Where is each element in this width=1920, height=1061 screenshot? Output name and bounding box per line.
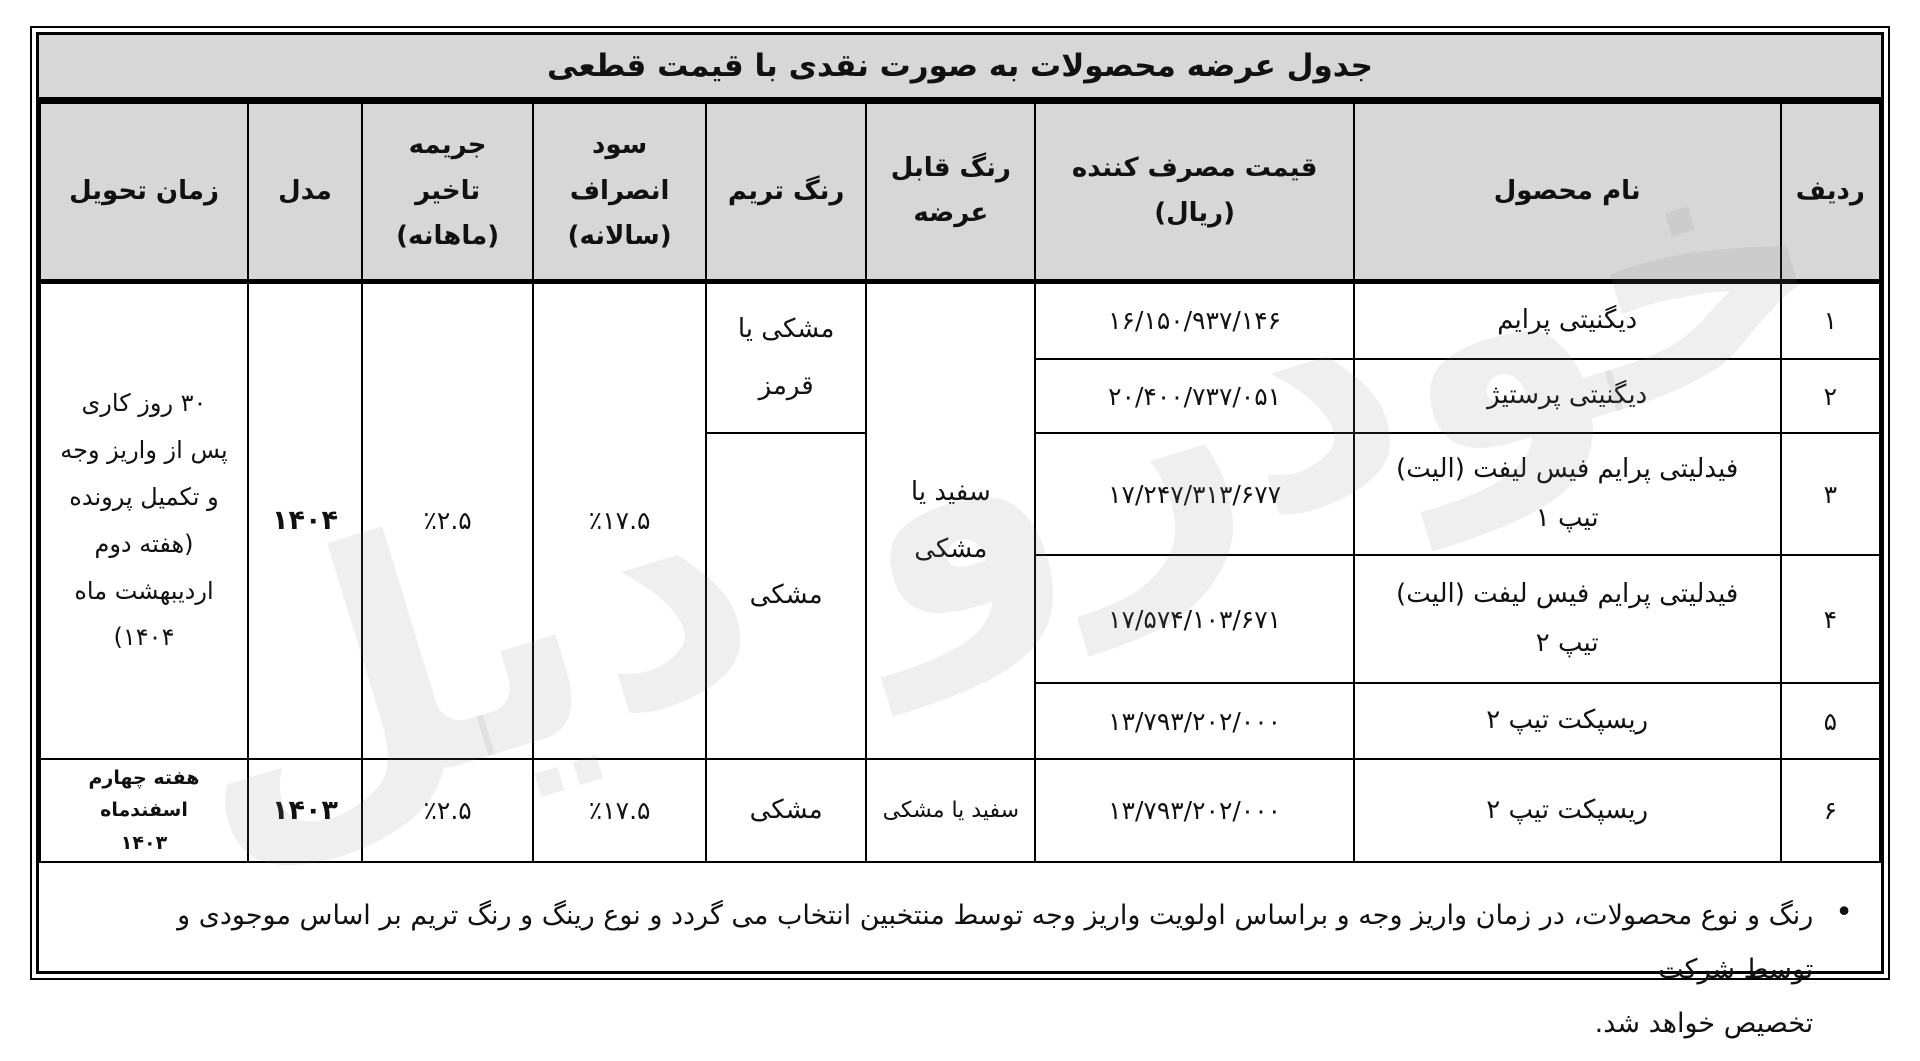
- column-header-delivery-time: زمان تحویل: [39, 102, 249, 284]
- table-row: ۳ فیدلیتی پرایم فیس لیفت (الیت) تیپ ۱ ۱۷…: [40, 432, 1882, 760]
- table-inner-frame: جدول عرضه محصولات به صورت نقدی با قیمت ق…: [36, 32, 1884, 1039]
- table-title: جدول عرضه محصولات به صورت نقدی با قیمت ق…: [39, 35, 1881, 102]
- consumer-price: ۱۳/۷۹۳/۲۰۲/۰۰۰: [1034, 758, 1355, 863]
- delivery-time: هفته چهارم اسفندماه ۱۴۰۳: [39, 758, 249, 863]
- product-name: دیگنیتی پرستیژ: [1352, 358, 1782, 434]
- column-header-cancellation-interest: سود انصراف (سالانه): [532, 102, 708, 284]
- row-number: ۱: [1779, 280, 1882, 360]
- trim-color-merged-rows-3-5: مشکی: [705, 432, 868, 760]
- model: ۱۴۰۳: [246, 758, 364, 863]
- table-outer-frame: جدول عرضه محصولات به صورت نقدی با قیمت ق…: [30, 26, 1890, 1039]
- product-name: ریسپکت تیپ ۲: [1352, 682, 1782, 760]
- bullet-icon: •: [1835, 894, 1853, 930]
- row-number: ۴: [1779, 554, 1882, 684]
- available-color: سفید یا مشکی: [865, 758, 1037, 863]
- table-row: ۵ ریسپکت تیپ ۲ ۱۳/۷۹۳/۲۰۲/۰۰۰: [40, 682, 1882, 760]
- consumer-price: ۱۶/۱۵۰/۹۳۷/۱۴۶: [1034, 280, 1355, 360]
- table-row: ۶ ریسپکت تیپ ۲ ۱۳/۷۹۳/۲۰۲/۰۰۰ سفید یا مش…: [39, 758, 1882, 863]
- consumer-price: ۲۰/۴۰۰/۷۳۷/۰۵۱: [1034, 358, 1355, 434]
- product-name: فیدلیتی پرایم فیس لیفت (الیت) تیپ ۲: [1352, 554, 1782, 684]
- column-header-product-name: نام محصول: [1352, 102, 1782, 284]
- product-name: دیگنیتی پرایم: [1352, 280, 1782, 360]
- model-merged: ۱۴۰۴: [246, 280, 364, 760]
- trim-color: مشکی: [705, 758, 868, 863]
- column-header-model: مدل: [246, 102, 364, 284]
- document-page: { "title": "جدول عرضه محصولات به صورت نق…: [30, 26, 1890, 1039]
- column-header-trim-color: رنگ تریم: [705, 102, 868, 284]
- available-color-merged: سفید یا مشکی: [865, 280, 1037, 760]
- table-row: ۲ دیگنیتی پرستیژ ۲۰/۴۰۰/۷۳۷/۰۵۱: [40, 358, 1882, 434]
- product-name: فیدلیتی پرایم فیس لیفت (الیت) تیپ ۱: [1352, 432, 1782, 556]
- product-name: ریسپکت تیپ ۲: [1352, 758, 1782, 863]
- table-row: ۱ دیگنیتی پرایم ۱۶/۱۵۰/۹۳۷/۱۴۶ سفید یا م…: [39, 280, 1882, 760]
- column-header-consumer-price: قیمت مصرف کننده (ریال): [1034, 102, 1355, 284]
- table-row: ۴ فیدلیتی پرایم فیس لیفت (الیت) تیپ ۲ ۱۷…: [40, 554, 1882, 684]
- consumer-price: ۱۳/۷۹۳/۲۰۲/۰۰۰: [1034, 682, 1355, 760]
- row-number: ۶: [1779, 758, 1882, 863]
- column-header-delay-penalty: جریمه تاخیر (ماهانه): [361, 102, 535, 284]
- column-header-row-no: ردیف: [1779, 102, 1882, 284]
- row-number: ۲: [1779, 358, 1882, 434]
- products-offer-table: ردیف نام محصول قیمت مصرف کننده (ریال) رن…: [39, 102, 1882, 863]
- delay-penalty-merged: ٪۲.۵: [361, 280, 535, 760]
- delay-penalty: ٪۲.۵: [361, 758, 535, 863]
- footnote-text: رنگ و نوع محصولات، در زمان واریز وجه و ب…: [177, 899, 1814, 1039]
- delivery-time-merged: ۳۰ روز کاری پس از واریز وجه و تکمیل پرون…: [39, 280, 249, 760]
- row-number: ۳: [1779, 432, 1882, 556]
- row-number: ۵: [1779, 682, 1882, 760]
- consumer-price: ۱۷/۲۴۷/۳۱۳/۶۷۷: [1034, 432, 1355, 556]
- header-row: ردیف نام محصول قیمت مصرف کننده (ریال) رن…: [39, 102, 1882, 284]
- cancellation-interest: ٪۱۷.۵: [532, 758, 708, 863]
- cancellation-interest-merged: ٪۱۷.۵: [532, 280, 708, 760]
- consumer-price: ۱۷/۵۷۴/۱۰۳/۶۷۱: [1034, 554, 1355, 684]
- trim-color-merged-rows-1-2: مشکی یا قرمز: [705, 280, 868, 434]
- footnote: • رنگ و نوع محصولات، در زمان واریز وجه و…: [39, 863, 1881, 1061]
- column-header-available-color: رنگ قابل عرضه: [865, 102, 1037, 284]
